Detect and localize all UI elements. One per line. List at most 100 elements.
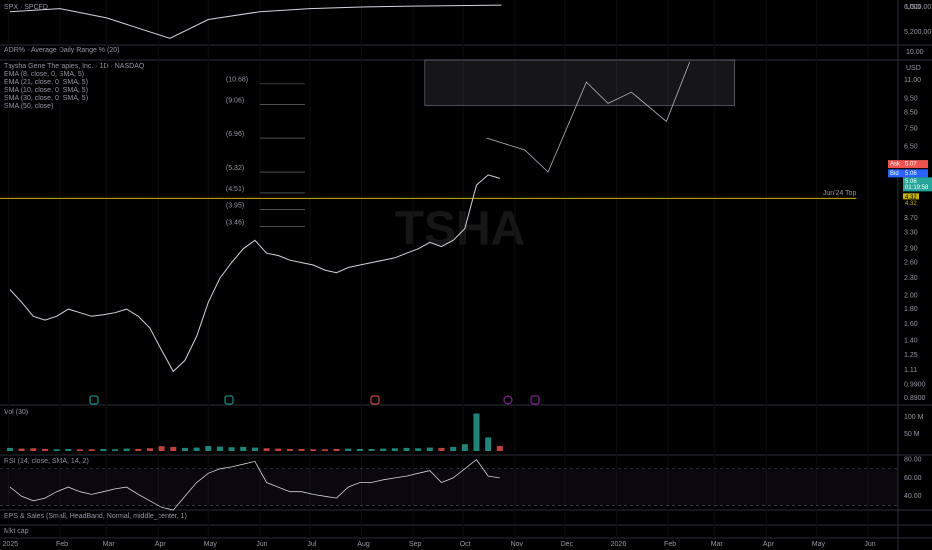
- x-tick-label: 2025: [3, 541, 19, 548]
- projection-line: [486, 61, 691, 173]
- price-tag-value: 5.06: [905, 171, 917, 177]
- rsi-band: [0, 468, 898, 506]
- x-tick-label: Jun: [256, 541, 267, 548]
- volume-bar: [216, 446, 223, 451]
- indicator-label: SMA (50, close): [4, 103, 53, 110]
- x-tick-label: Nov: [511, 541, 524, 548]
- y-tick-label: 1.60: [904, 321, 918, 328]
- fib-level-label: (10.68): [226, 77, 248, 84]
- x-tick-label: Mar: [103, 541, 116, 548]
- fib-level-label: (4.51): [226, 186, 244, 193]
- key-level-label: Jun'24 Top: [823, 190, 857, 197]
- volume-bar: [100, 448, 107, 451]
- y-tick-label: 8.50: [904, 110, 918, 117]
- pane-label: EPS & Sales (Small, HeadBand, Normal, mi…: [4, 513, 187, 520]
- y-tick-label: 3.70: [904, 215, 918, 222]
- y-tick-label: 80.00: [904, 456, 922, 463]
- y-tick-label: 40.00: [904, 493, 922, 500]
- price-tag: [888, 160, 928, 169]
- price-tag: [888, 169, 928, 178]
- volume-bar: [496, 445, 503, 451]
- earnings-icon[interactable]: [370, 395, 380, 405]
- x-tick-label: Apr: [763, 541, 775, 548]
- x-tick-label: Oct: [460, 541, 471, 548]
- indicator-label: EMA (21, close, 0, SMA, 5): [4, 79, 88, 86]
- earnings-icon[interactable]: [89, 395, 99, 405]
- volume-bar: [438, 447, 445, 451]
- volume-bar: [415, 448, 422, 451]
- pane-label: SPX · SPCFD: [4, 4, 48, 11]
- volume-bar: [368, 448, 375, 451]
- event-icon[interactable]: [530, 395, 540, 405]
- volume-bar: [6, 447, 13, 451]
- volume-bar: [485, 437, 492, 451]
- y-tick-label: 7.50: [904, 125, 918, 132]
- y-tick-label: 1.40: [904, 338, 918, 345]
- volume-bar: [158, 446, 165, 451]
- volume-bar: [18, 448, 25, 451]
- fib-level-label: (6.96): [226, 131, 244, 138]
- volume-bar: [181, 447, 188, 451]
- volume-bar: [111, 449, 118, 451]
- volume-bar: [473, 413, 480, 451]
- earnings-icon[interactable]: [224, 395, 234, 405]
- x-tick-label: Sep: [409, 541, 422, 548]
- fib-level-label: (9.06): [226, 98, 244, 105]
- fib-level-label: (3.95): [226, 203, 244, 210]
- last-price: 5.06: [905, 179, 917, 185]
- volume-bar: [53, 449, 60, 451]
- x-tick-label: Jul: [307, 541, 316, 548]
- event-icon[interactable]: [503, 395, 513, 405]
- watermark: TSHA: [395, 203, 526, 256]
- y-tick-label: 100 M: [904, 414, 924, 421]
- x-tick-label: May: [812, 541, 826, 548]
- volume-bar: [461, 444, 468, 451]
- volume-bar: [263, 448, 270, 451]
- y-tick-label: 1.11: [904, 367, 917, 374]
- currency: USD: [906, 65, 921, 72]
- y-tick-label: 2.00: [904, 293, 918, 300]
- last-price-tag: [903, 177, 932, 192]
- volume-bar: [356, 448, 363, 451]
- volume-bar: [403, 447, 410, 451]
- pane-label: ADR% · Average Daily Range % (20): [4, 47, 119, 54]
- volume-bar: [450, 446, 457, 451]
- volume-bar: [76, 449, 83, 451]
- price-tag-value: 5.07: [905, 162, 917, 168]
- y-tick-label: 11.00: [904, 77, 921, 84]
- y-tick-label: 1.80: [904, 306, 918, 313]
- y-tick-label: 2.60: [904, 259, 918, 266]
- x-tick-label: 2026: [611, 541, 627, 548]
- y-tick-label: 0.8900: [904, 395, 926, 402]
- indicator-label: SMA (30, close, 0, SMA, 5): [4, 95, 88, 102]
- event-markers: [89, 395, 540, 405]
- x-tick-label: Dec: [561, 541, 574, 548]
- y-tick-label: 3.30: [904, 229, 918, 236]
- x-tick-label: Feb: [56, 541, 68, 548]
- volume-bar: [275, 448, 282, 451]
- pane-label: Vol (30): [4, 409, 28, 416]
- volume-bar: [391, 448, 398, 451]
- y-tick-label: 6,000.00: [904, 4, 931, 11]
- level-tag-value: 4.32: [905, 195, 917, 201]
- volume-bar: [193, 447, 200, 451]
- rsi-line: [9, 459, 500, 511]
- price-line: [9, 174, 500, 373]
- y-tick-label: 2.90: [904, 246, 918, 253]
- y-tick-label: 1.25: [904, 352, 918, 359]
- level-tag: [903, 199, 919, 208]
- volume-bar: [251, 447, 258, 451]
- y-tick-label: 5,200.00: [904, 29, 931, 36]
- volume-bar: [333, 448, 340, 451]
- volume-bar: [123, 448, 130, 451]
- volume-bar: [345, 448, 352, 451]
- x-tick-label: Jun: [864, 541, 875, 548]
- price-tag-label: Bid: [890, 171, 899, 177]
- volume-bar: [65, 448, 72, 451]
- volume-bar: [205, 445, 212, 451]
- symbol-label: Taysha Gene Therapies, Inc. · 1D · NASDA…: [4, 63, 145, 70]
- spx-line: [9, 4, 502, 39]
- volume-bar: [298, 448, 305, 451]
